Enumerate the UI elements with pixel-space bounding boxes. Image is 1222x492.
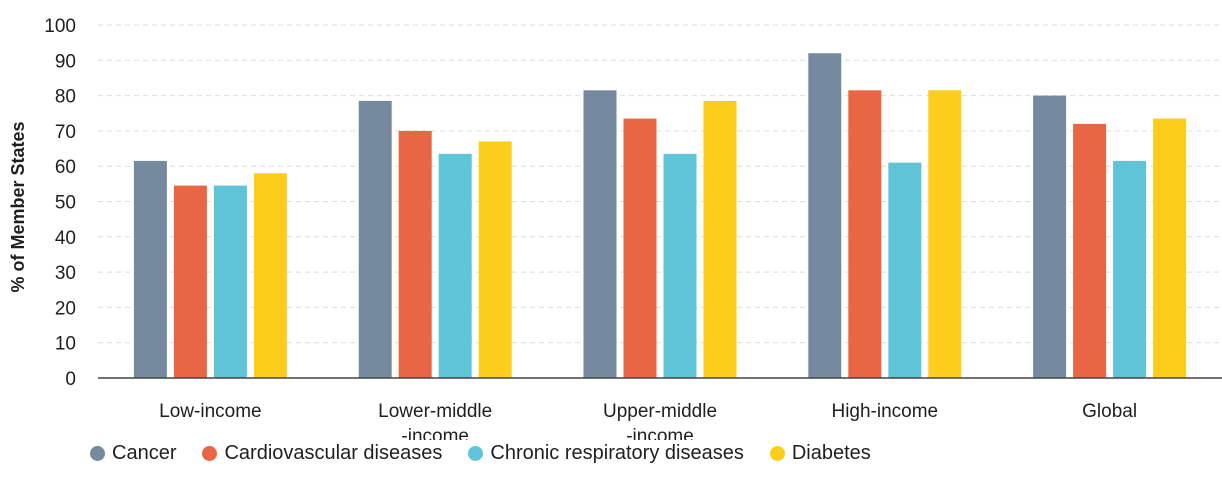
legend-label: Diabetes	[791, 442, 871, 464]
bar	[848, 90, 882, 379]
legend: Cancer Cardiovascular diseases Chronic res…	[90, 442, 871, 465]
bar	[213, 185, 247, 378]
x-tick-label: High-income	[831, 401, 938, 422]
bar	[133, 160, 167, 378]
bar	[888, 162, 922, 378]
bar	[808, 53, 842, 379]
bar	[663, 153, 697, 378]
bar	[1073, 123, 1107, 378]
x-tick-label: Lower-middle	[378, 401, 492, 422]
legend-swatch	[202, 446, 218, 461]
y-tick-label: 80	[55, 87, 76, 108]
bar-chart: 0 10 20 30 40 50 60 70 80 90 100 Low-income Lower-m…	[8, 16, 1222, 440]
y-tick-label: 30	[55, 263, 76, 284]
bar	[1113, 160, 1147, 378]
legend-label: Chronic respiratory diseases	[490, 442, 744, 464]
y-tick-label: 10	[55, 334, 76, 355]
legend-swatch	[90, 446, 105, 461]
y-axis-ticks: 0 10 20 30 40 50 60 70 80 90 100	[44, 16, 76, 390]
y-tick-label: 90	[55, 51, 76, 72]
legend-label: Cancer	[112, 442, 177, 464]
legend-item: Chronic respiratory diseases	[468, 442, 744, 465]
y-tick-label: 60	[55, 157, 76, 178]
bar	[173, 185, 207, 378]
bar	[1033, 95, 1067, 378]
bar	[358, 100, 392, 379]
bars	[133, 53, 1187, 379]
x-axis-ticks: Low-income Lower-middle -income Upper-middl…	[159, 401, 1137, 440]
x-tick-label: -income	[626, 426, 694, 440]
y-tick-label: 0	[65, 369, 76, 390]
bar	[1153, 118, 1187, 379]
bar	[703, 100, 737, 379]
legend-item: Cancer	[90, 442, 176, 465]
bar	[583, 90, 617, 379]
legend-swatch	[468, 446, 484, 461]
y-tick-label: 50	[55, 193, 76, 214]
y-tick-label: 70	[55, 122, 76, 143]
bar	[928, 90, 962, 379]
legend-swatch	[769, 446, 785, 461]
bar	[478, 141, 512, 378]
y-axis-label: % of Member States	[8, 121, 28, 292]
bar	[623, 118, 657, 379]
y-tick-label: 20	[55, 298, 76, 319]
legend-item: Cardiovascular diseases	[202, 442, 442, 465]
x-tick-label: Low-income	[159, 401, 261, 422]
x-tick-label: Global	[1082, 401, 1137, 422]
bar	[253, 173, 287, 378]
legend-item: Diabetes	[769, 442, 871, 465]
y-tick-label: 40	[55, 228, 76, 249]
x-tick-label: -income	[401, 426, 469, 440]
y-tick-label: 100	[44, 16, 76, 37]
x-tick-label: Upper-middle	[603, 401, 717, 422]
bar	[398, 130, 432, 378]
bar	[438, 153, 472, 378]
legend-label: Cardiovascular diseases	[224, 442, 443, 464]
